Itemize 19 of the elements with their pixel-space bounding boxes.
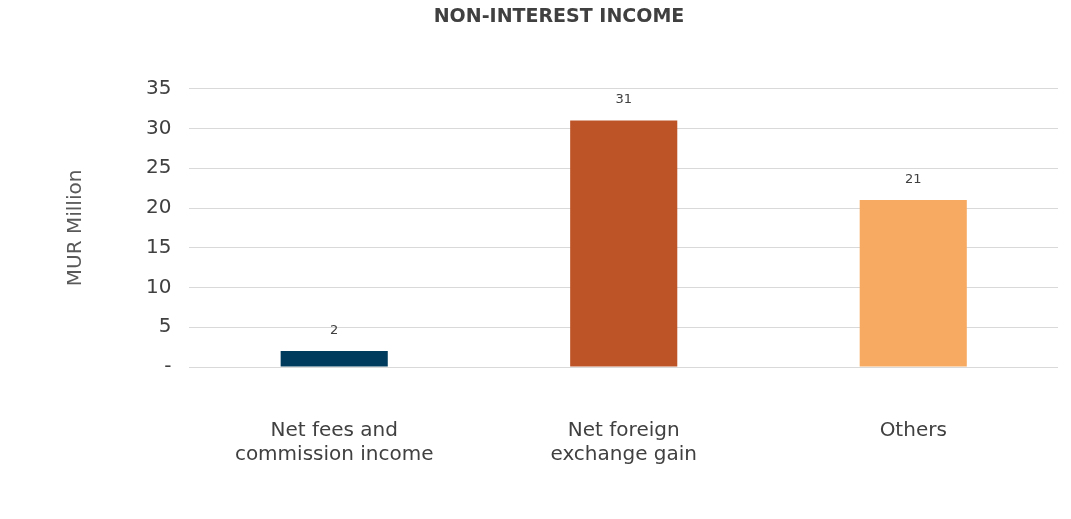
chart-title: NON-INTEREST INCOME [433,4,685,27]
y-tick-label: 35 [146,75,172,99]
y-tick-label: - [164,353,172,378]
data-label: 2 [330,321,339,337]
data-label: 21 [904,170,922,186]
y-tick-label: 20 [146,194,172,219]
y-tick-label: 15 [146,233,172,258]
data-label: 31 [615,91,632,107]
y-tick-label: 5 [158,313,172,338]
bar [859,200,967,367]
y-tick-label: 30 [146,114,172,139]
y-axis-title: MUR Million [62,169,87,287]
y-tick-label: 10 [146,273,172,298]
x-tick-label: Net fees and commission income [234,417,434,466]
y-tick-label: 25 [146,154,172,179]
bar [570,120,678,367]
x-tick-label: Net foreign exchange gain [550,417,698,466]
x-tick-label: Others [879,417,947,442]
bar [280,351,388,367]
